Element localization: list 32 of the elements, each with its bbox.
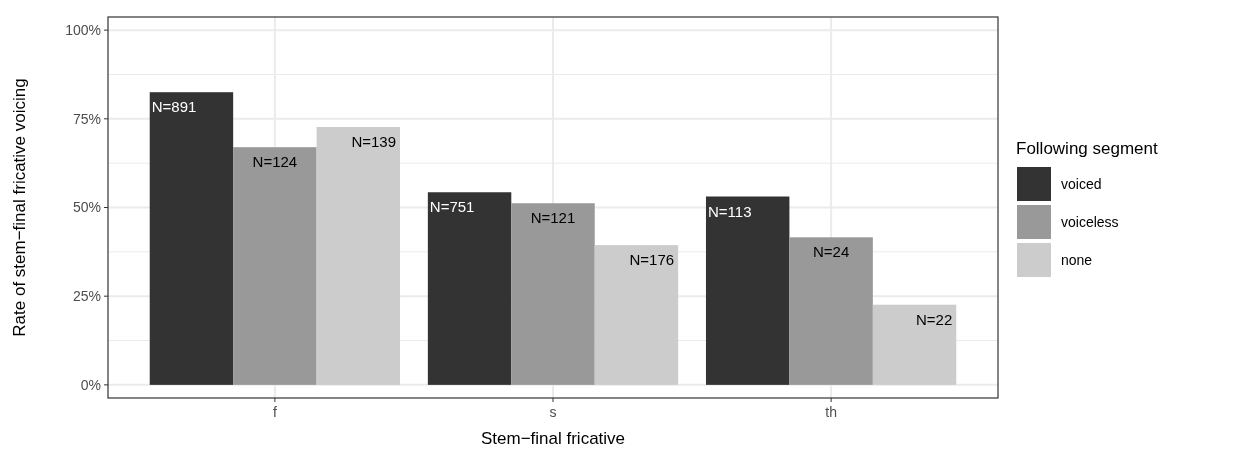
bar [427, 192, 512, 385]
y-tick-label: 25% [72, 288, 101, 305]
x-tick-label: f [272, 404, 277, 420]
annotation: N=113 [707, 202, 752, 220]
y-tick-label: 75% [72, 110, 101, 127]
bar [149, 92, 234, 385]
bar [872, 304, 957, 385]
annotation: N=121 [530, 209, 576, 227]
bar [705, 196, 790, 385]
annotation: N=124 [252, 153, 298, 171]
x-tick-label: s [549, 404, 557, 420]
bar [594, 245, 679, 385]
bar [233, 147, 317, 385]
text: voiceless [1061, 213, 1119, 230]
bar [511, 203, 595, 385]
bar [316, 126, 401, 385]
y-tick-label: 100% [65, 22, 101, 39]
text: none [1061, 251, 1093, 268]
y-tick-label: 0% [80, 376, 101, 393]
annotation: N=24 [812, 243, 850, 261]
x-axis-title: Stem−final fricative [480, 429, 626, 448]
annotation: N=139 [351, 132, 397, 150]
text: voiced [1061, 175, 1102, 192]
x-tick-label: th [825, 404, 837, 420]
y-axis-title: Rate of stem−final fricative voicing [10, 78, 29, 337]
annotation: N=176 [629, 251, 675, 269]
legend-title: Following segment [1016, 139, 1159, 158]
bar [789, 237, 873, 385]
annotation: N=22 [916, 310, 953, 328]
y-tick-label: 50% [72, 199, 101, 216]
annotation: N=751 [429, 198, 475, 216]
annotation: N=891 [151, 98, 197, 116]
